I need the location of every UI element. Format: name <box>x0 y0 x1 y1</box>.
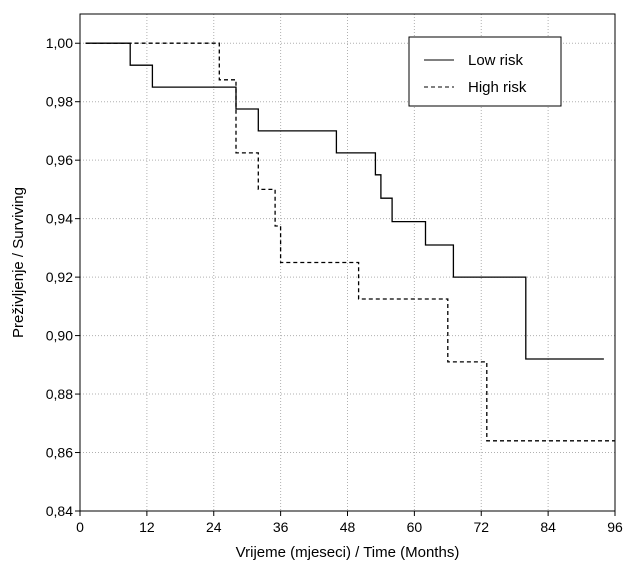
y-tick-label: 0,92 <box>46 269 73 285</box>
axis-ticks: 0 12 24 36 48 60 72 84 96 0,84 0,86 0,88 0,90 0,92 0,9… <box>46 35 623 535</box>
x-tick-label: 24 <box>206 519 222 535</box>
legend-label-high-risk: High risk <box>468 79 527 96</box>
legend-box <box>408 36 562 107</box>
x-axis-label: Vrijeme (mjeseci) / Time (Months) <box>236 544 460 561</box>
series-line-low-risk <box>85 42 604 360</box>
x-tick-label: 84 <box>540 519 556 535</box>
y-tick-label: 0,86 <box>46 445 73 461</box>
x-tick-label: 0 <box>76 519 84 535</box>
y-axis-label: Preživljenje / Surviving <box>10 187 27 338</box>
y-tick-label: 0,84 <box>46 503 73 519</box>
x-tick-label: 96 <box>607 519 623 535</box>
x-tick-label: 36 <box>273 519 289 535</box>
x-tick-label: 48 <box>340 519 356 535</box>
series-layer <box>85 42 615 442</box>
y-tick-label: 0,96 <box>46 152 73 168</box>
y-tick-label: 0,88 <box>46 386 73 402</box>
x-tick-label: 60 <box>407 519 423 535</box>
legend: Low risk High risk <box>408 36 562 107</box>
y-tick-label: 0,98 <box>46 94 73 110</box>
y-tick-label: 0,94 <box>46 211 73 227</box>
y-tick-label: 1,00 <box>46 35 73 51</box>
series-line-high-risk <box>85 42 615 442</box>
x-tick-label: 72 <box>473 519 489 535</box>
x-tick-label: 12 <box>139 519 155 535</box>
grid-lines <box>80 14 615 511</box>
y-tick-label: 0,90 <box>46 328 73 344</box>
legend-label-low-risk: Low risk <box>468 52 524 69</box>
